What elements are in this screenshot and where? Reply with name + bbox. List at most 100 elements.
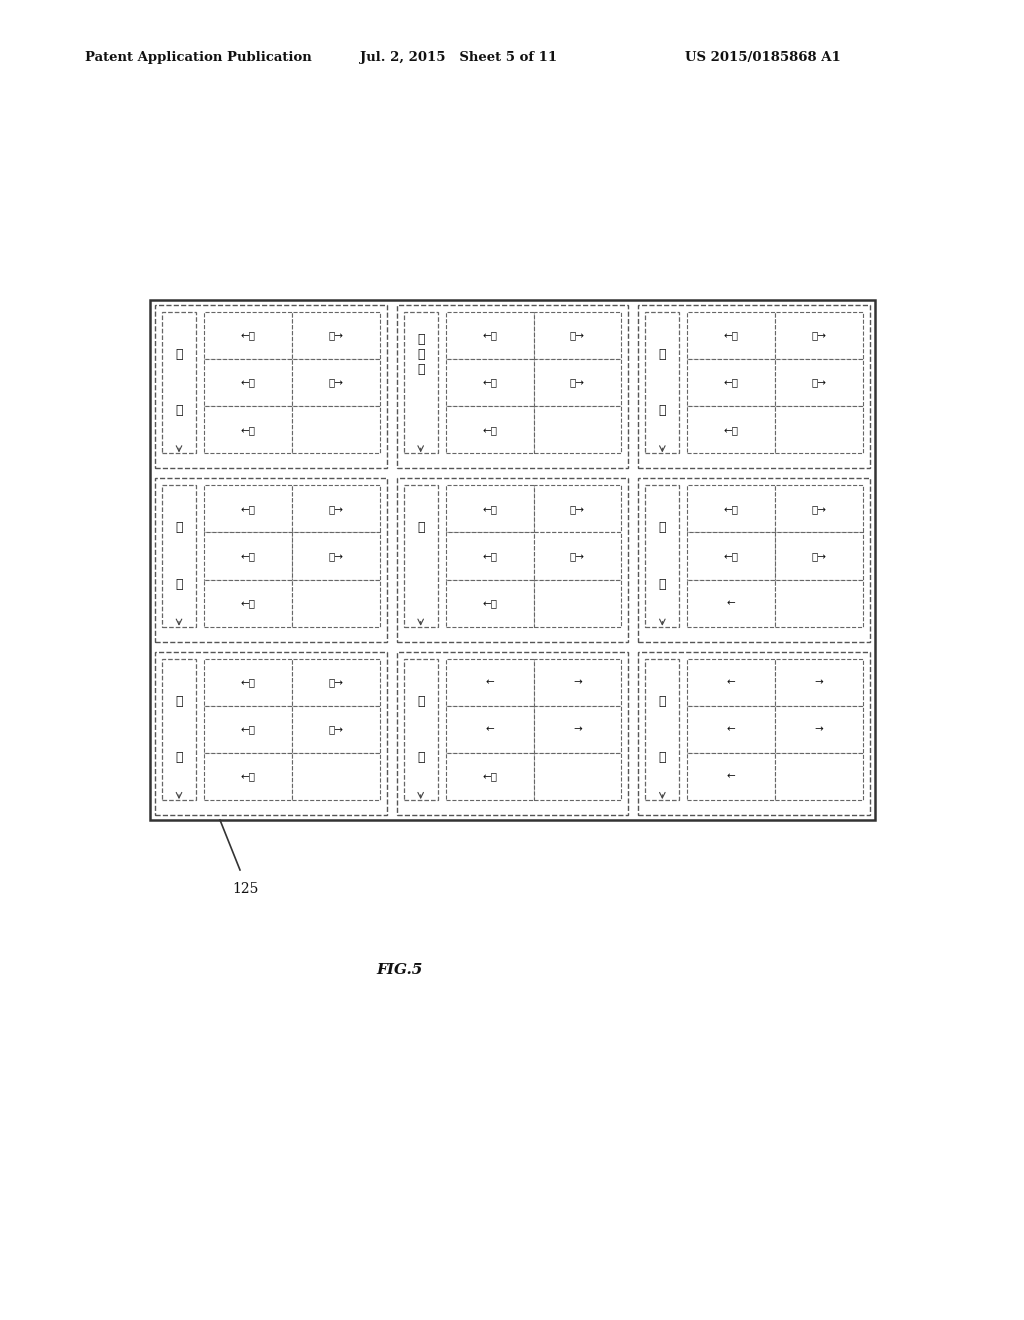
Text: ठ→: ठ→ (329, 677, 343, 688)
Bar (204, 579, 292, 627)
Bar (638, 478, 870, 642)
Bar (396, 478, 629, 642)
Bar (155, 652, 387, 814)
Text: 125: 125 (231, 882, 258, 896)
Bar (396, 305, 629, 469)
Bar (396, 652, 629, 814)
Bar (162, 312, 196, 453)
Bar (162, 659, 196, 800)
Bar (292, 579, 380, 627)
Text: ऴ: ऴ (417, 751, 424, 764)
Bar (534, 659, 622, 706)
Bar (534, 312, 622, 359)
Text: ←ब: ←ब (724, 330, 738, 341)
Text: →: → (815, 725, 823, 734)
Text: ←: ← (727, 725, 735, 734)
Bar (687, 312, 775, 359)
Text: ऴ: ऴ (175, 751, 182, 764)
Bar (775, 532, 863, 579)
Bar (445, 532, 534, 579)
Bar (292, 752, 380, 800)
Text: ←: ← (727, 771, 735, 781)
Text: ं: ं (658, 578, 666, 591)
Text: अ: अ (175, 348, 182, 360)
Text: आ: आ (175, 404, 182, 417)
Bar (445, 659, 534, 706)
Text: थ→: थ→ (570, 330, 585, 341)
Text: ←: ← (485, 725, 494, 734)
Text: फ→: फ→ (570, 504, 585, 513)
Bar (775, 486, 863, 532)
Text: ←ण: ←ण (241, 771, 255, 781)
Text: ←प: ←प (482, 504, 497, 513)
Bar (687, 486, 775, 532)
Text: ←ल: ←ल (724, 378, 738, 388)
Bar (687, 706, 775, 752)
Bar (687, 359, 775, 407)
Text: Jul. 2, 2015   Sheet 5 of 11: Jul. 2, 2015 Sheet 5 of 11 (360, 51, 557, 65)
Text: ढ→: ढ→ (329, 725, 343, 734)
Bar (638, 305, 870, 469)
Bar (204, 407, 292, 453)
Bar (534, 532, 622, 579)
Bar (775, 312, 863, 359)
Bar (292, 659, 380, 706)
Bar (645, 486, 679, 627)
Text: ए: ए (175, 521, 182, 535)
Bar (292, 407, 380, 453)
Text: ←ञ: ←ञ (241, 598, 255, 609)
Bar (445, 486, 534, 532)
Text: औ: औ (658, 694, 666, 708)
Text: झ→: झ→ (329, 550, 343, 561)
Bar (204, 359, 292, 407)
Bar (204, 532, 292, 579)
Text: ←च: ←च (241, 504, 255, 513)
Text: →: → (815, 677, 823, 688)
Bar (150, 300, 874, 820)
Text: ←: ← (485, 677, 494, 688)
Bar (403, 312, 437, 453)
Text: ख→: ख→ (329, 330, 343, 341)
Text: ओ: ओ (417, 694, 424, 708)
Bar (204, 486, 292, 532)
Text: ←ङ: ←ङ (241, 425, 255, 434)
Text: ←क: ←क (241, 330, 255, 341)
Bar (645, 659, 679, 800)
Text: ←स: ←स (724, 550, 738, 561)
Bar (155, 478, 387, 642)
Text: →: → (573, 677, 582, 688)
Text: ए: ए (417, 521, 424, 535)
Text: ृ: ृ (175, 578, 182, 591)
Bar (204, 706, 292, 752)
Bar (534, 359, 622, 407)
Text: ओ: ओ (175, 694, 182, 708)
Text: ←ग: ←ग (241, 378, 255, 388)
Bar (445, 312, 534, 359)
Text: छ→: छ→ (329, 504, 343, 513)
Text: ह→: ह→ (812, 550, 826, 561)
Bar (445, 579, 534, 627)
Bar (292, 312, 380, 359)
Bar (687, 532, 775, 579)
Text: ←म: ←म (482, 598, 497, 609)
Bar (638, 652, 870, 814)
Bar (687, 752, 775, 800)
Text: ←न: ←न (482, 425, 497, 434)
Bar (775, 579, 863, 627)
Text: ←ठ: ←ठ (241, 677, 255, 688)
Text: इ
ई
इ: इ ई इ (417, 333, 424, 376)
Text: व→: व→ (812, 378, 826, 388)
Bar (292, 532, 380, 579)
Bar (204, 752, 292, 800)
Bar (775, 407, 863, 453)
Text: उ: उ (658, 348, 666, 360)
Text: ←: ← (727, 677, 735, 688)
Text: Patent Application Publication: Patent Application Publication (85, 51, 311, 65)
Bar (292, 359, 380, 407)
Text: ←द: ←द (482, 378, 497, 388)
Text: ः: ः (658, 751, 666, 764)
Bar (292, 486, 380, 532)
Bar (403, 486, 437, 627)
Text: ←ब: ←ब (482, 550, 497, 561)
Bar (445, 359, 534, 407)
